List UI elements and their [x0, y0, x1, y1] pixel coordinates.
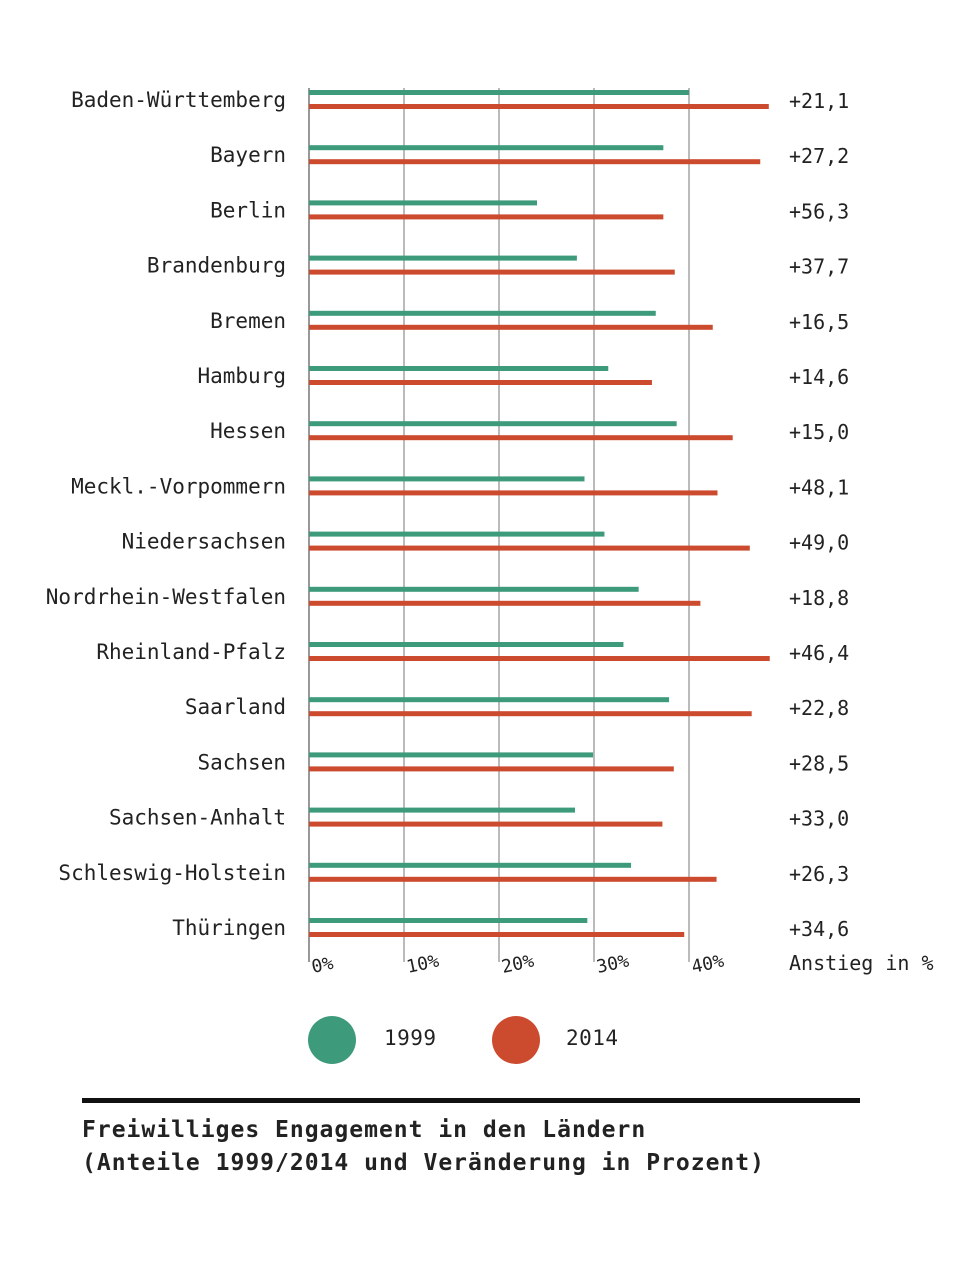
change-label: +56,3: [789, 199, 849, 223]
change-label: +18,8: [789, 586, 849, 610]
bar-1999: [309, 90, 689, 95]
bar-2014: [309, 104, 769, 109]
bar-1999: [309, 476, 585, 482]
change-label: +28,5: [789, 751, 849, 775]
category-label: Thüringen: [172, 916, 286, 940]
chart-title: Freiwilliges Engagement in den Ländern (…: [82, 1114, 765, 1180]
bar-2014: [309, 490, 718, 496]
x-tick-label: 0%: [310, 953, 336, 978]
category-label: Nordrhein-Westfalen: [46, 585, 286, 609]
bar-2014: [309, 214, 664, 220]
bar-1999: [309, 145, 664, 151]
legend-label-1999: 1999: [384, 1026, 437, 1050]
change-label: +49,0: [789, 531, 849, 555]
bar-1999: [309, 697, 670, 703]
legend-swatch-2014: [492, 1016, 540, 1064]
bar-2014: [309, 435, 733, 441]
bar-2014: [309, 711, 752, 717]
bar-1999: [309, 200, 537, 206]
bar-1999: [309, 531, 605, 537]
bar-chart: 0% 10% 20% 30% 40% Baden-Württemberg +21,1 Baye…: [46, 88, 934, 978]
bar-1999: [309, 586, 639, 592]
category-label: Hamburg: [197, 364, 286, 388]
title-line-2: (Anteile 1999/2014 und Veränderung in Pr…: [82, 1150, 765, 1176]
category-label: Sachsen: [197, 750, 286, 774]
category-label: Saarland: [185, 695, 286, 719]
bar-1999: [309, 421, 677, 427]
change-label: +22,8: [789, 696, 849, 720]
change-label: +37,7: [789, 255, 849, 279]
x-tick-label: 30%: [595, 951, 631, 978]
legend-swatch-1999: [308, 1016, 356, 1064]
legend-label-2014: 2014: [566, 1026, 619, 1050]
change-axis-label: Anstieg in %: [789, 951, 934, 975]
bar-2014: [309, 159, 761, 165]
bar-2014: [309, 324, 713, 330]
change-label: +26,3: [789, 862, 849, 886]
bar-1999: [309, 918, 588, 923]
category-label: Baden-Württemberg: [71, 88, 286, 112]
bar-1999: [309, 642, 624, 647]
bar-1999: [309, 807, 575, 813]
change-label: +48,1: [789, 475, 849, 499]
change-label: +33,0: [789, 807, 849, 831]
bar-2014: [309, 545, 750, 551]
x-tick-label: 20%: [500, 951, 536, 978]
change-label: +34,6: [789, 917, 849, 941]
category-label: Schleswig-Holstein: [58, 861, 286, 885]
change-label: +21,1: [789, 89, 849, 113]
bar-2014: [309, 380, 652, 385]
x-tick-label: 40%: [690, 951, 726, 978]
category-label: Sachsen-Anhalt: [109, 806, 286, 830]
bar-2014: [309, 269, 675, 275]
category-label: Berlin: [210, 198, 286, 222]
bar-1999: [309, 310, 656, 316]
bar-2014: [309, 766, 674, 772]
bar-2014: [309, 876, 717, 882]
bar-2014: [309, 600, 701, 606]
title-line-1: Freiwilliges Engagement in den Ländern: [82, 1117, 647, 1143]
change-label: +27,2: [789, 144, 849, 168]
category-label: Niedersachsen: [122, 530, 286, 554]
title-divider: [82, 1098, 860, 1103]
bar-2014: [309, 656, 770, 661]
category-label: Hessen: [210, 419, 286, 443]
category-label: Bremen: [210, 309, 286, 333]
category-label: Meckl.-Vorpommern: [71, 474, 286, 498]
category-label: Brandenburg: [147, 254, 286, 278]
change-label: +16,5: [789, 310, 849, 334]
bar-1999: [309, 752, 594, 758]
change-label: +14,6: [789, 365, 849, 389]
change-label: +15,0: [789, 420, 849, 444]
category-label: Rheinland-Pfalz: [96, 640, 286, 664]
bar-2014: [309, 821, 663, 827]
bar-1999: [309, 862, 632, 868]
category-label: Bayern: [210, 143, 286, 167]
bar-2014: [309, 932, 685, 937]
change-label: +46,4: [789, 641, 849, 665]
bar-1999: [309, 366, 609, 371]
bar-1999: [309, 255, 577, 261]
x-tick-label: 10%: [405, 951, 441, 978]
